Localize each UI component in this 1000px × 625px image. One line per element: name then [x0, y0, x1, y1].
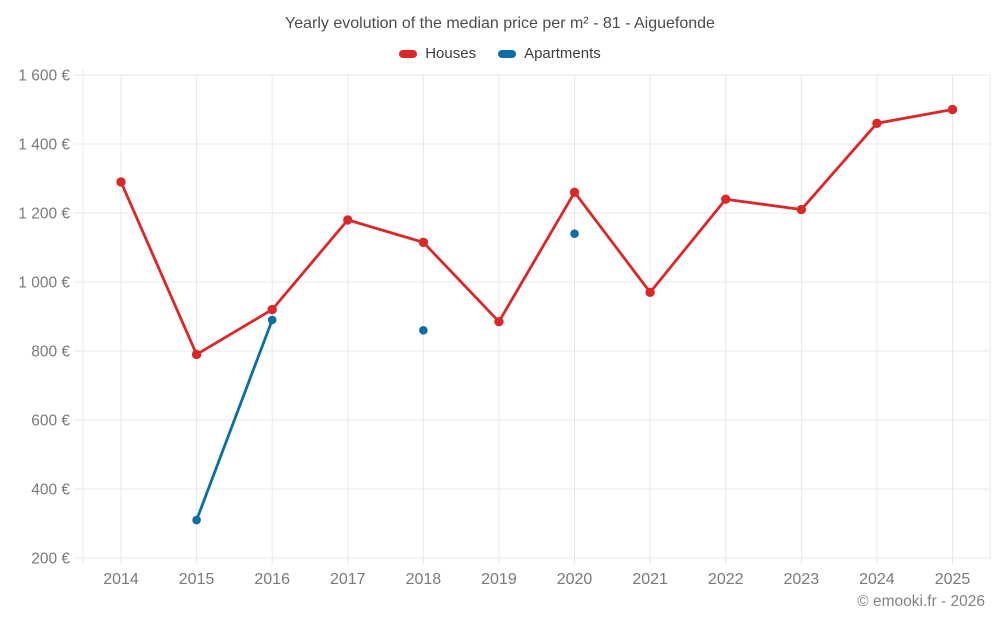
houses-series-marker-icon — [399, 49, 418, 58]
legend-label-houses: Houses — [425, 45, 477, 62]
series-apartments — [192, 229, 579, 525]
data-point-houses-2014[interactable] — [116, 177, 126, 187]
data-point-houses-2020[interactable] — [569, 187, 580, 197]
data-point-houses-2025[interactable] — [947, 104, 958, 115]
y-axis-label: 1 200 € — [18, 205, 70, 222]
data-point-houses-2021[interactable] — [645, 287, 655, 298]
data-point-houses-2016[interactable] — [267, 304, 277, 315]
x-axis-label: 2020 — [557, 571, 593, 588]
x-axis-label: 2018 — [406, 571, 442, 588]
data-point-apartments-2020[interactable] — [570, 229, 579, 238]
x-axis-label: 2016 — [254, 571, 290, 588]
copyright-footer: © emooki.fr - 2026 — [857, 593, 985, 610]
x-axis-label: 2015 — [179, 571, 215, 588]
y-axis-label: 400 € — [31, 481, 70, 498]
x-axis-label: 2022 — [708, 571, 744, 588]
data-point-houses-2017[interactable] — [343, 215, 353, 225]
chart-title: Yearly evolution of the median price per… — [285, 15, 715, 32]
x-axis-label: 2023 — [784, 571, 820, 588]
x-axis-label: 2021 — [632, 571, 668, 588]
legend-label-apartments: Apartments — [524, 45, 601, 62]
y-axis-label: 200 € — [31, 550, 70, 567]
x-axis-label: 2024 — [859, 571, 895, 588]
legend-item-apartments[interactable]: Apartments — [498, 45, 601, 62]
data-point-apartments-2016[interactable] — [267, 315, 277, 325]
series-line-apartments — [195, 318, 274, 522]
x-axis-label: 2019 — [481, 571, 517, 588]
data-point-apartments-2015[interactable] — [192, 515, 201, 525]
y-axis-label: 800 € — [31, 343, 70, 360]
apartments-series-marker-icon — [498, 49, 517, 58]
y-axis-label: 1 000 € — [18, 274, 70, 291]
x-axis-label: 2025 — [935, 571, 971, 588]
x-axis-label: 2014 — [103, 571, 139, 588]
data-point-houses-2024[interactable] — [872, 118, 882, 128]
data-point-houses-2023[interactable] — [796, 204, 807, 215]
legend: Houses Apartments — [0, 45, 1000, 62]
x-axis-label: 2017 — [330, 571, 366, 588]
legend-item-houses[interactable]: Houses — [399, 45, 476, 62]
data-point-houses-2019[interactable] — [494, 316, 504, 327]
y-axis-label: 1 400 € — [18, 136, 70, 153]
data-point-houses-2018[interactable] — [418, 237, 429, 248]
data-point-houses-2022[interactable] — [721, 194, 731, 204]
data-point-apartments-2018[interactable] — [419, 326, 428, 335]
y-axis-label: 600 € — [31, 412, 70, 429]
data-point-houses-2015[interactable] — [191, 349, 202, 360]
y-axis-label: 1 600 € — [18, 67, 70, 84]
series-houses — [116, 104, 958, 360]
series-line-houses — [119, 108, 954, 356]
